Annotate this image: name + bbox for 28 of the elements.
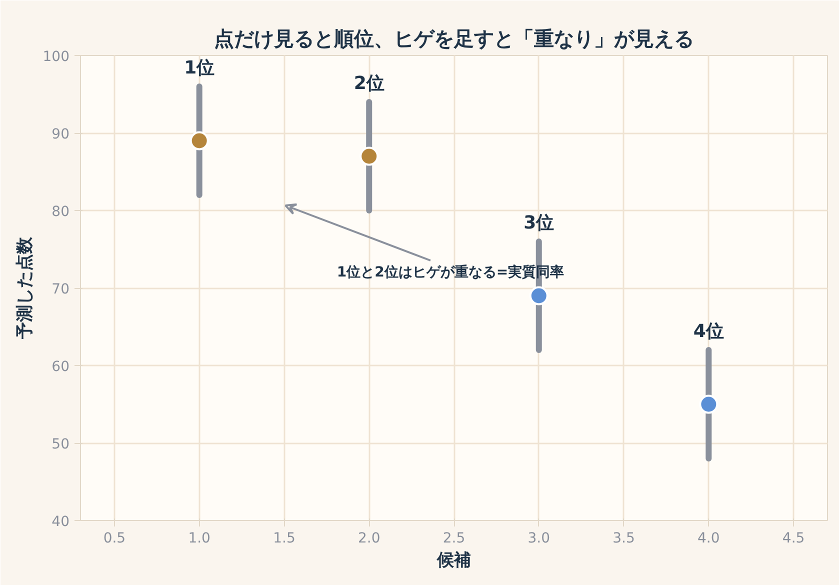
y-axis-title: 予測した点数	[14, 236, 35, 340]
x-tick-label: 4.0	[698, 530, 720, 546]
point	[529, 286, 548, 306]
y-tick-label: 50	[52, 436, 70, 452]
y-tick-label: 70	[52, 282, 70, 298]
x-tick-label: 1.0	[188, 530, 210, 546]
x-axis-title: 候補	[436, 550, 471, 570]
y-tick-label: 40	[52, 514, 70, 530]
x-tick-label: 2.0	[358, 530, 380, 546]
point	[190, 131, 209, 150]
x-tick-label: 4.5	[782, 530, 805, 546]
point	[360, 146, 379, 166]
chart-title: 点だけ見ると順位、ヒゲを足すと「重なり」が見える	[214, 26, 694, 50]
x-tick-label: 1.5	[273, 530, 296, 546]
annotation: 3位	[524, 212, 554, 234]
y-tick-label: 100	[42, 49, 70, 65]
annotation: 1位と2位はヒゲが重なる=実質同率	[336, 264, 564, 280]
y-tick-label: 90	[52, 126, 70, 142]
x-tick-label: 3.0	[528, 530, 550, 546]
x-tick-label: 3.5	[612, 530, 635, 546]
annotation: 2位	[354, 73, 384, 94]
point	[699, 394, 718, 414]
y-tick-label: 60	[52, 359, 70, 375]
x-tick-label: 2.5	[442, 530, 466, 546]
y-tick-label: 80	[52, 204, 70, 220]
annotation: 4位	[693, 321, 724, 342]
x-tick-label: 0.5	[103, 530, 126, 546]
annotation: 1位	[184, 58, 215, 78]
